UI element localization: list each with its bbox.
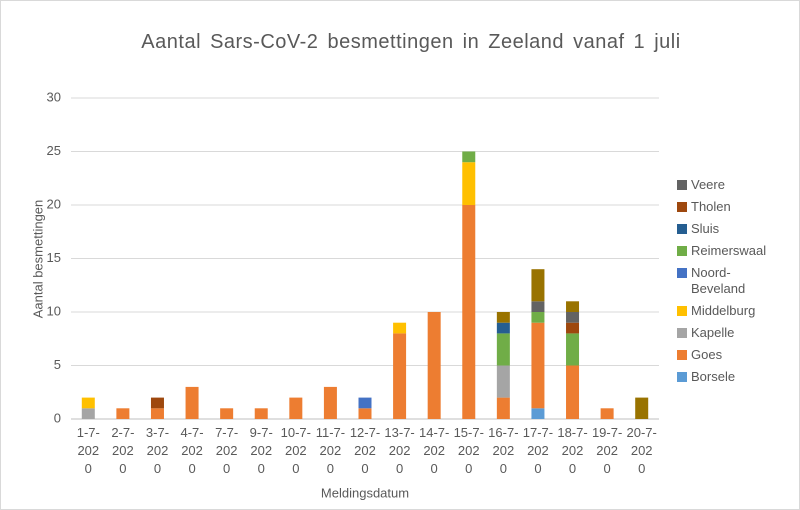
x-tick-label: 15-7-202 0 (454, 425, 484, 476)
bar-segment (566, 322, 580, 334)
bar-segment (323, 386, 337, 419)
bar-segment (566, 301, 580, 312)
x-tick-label: 1-7-202 0 (77, 425, 100, 476)
bar-segment (531, 312, 545, 323)
legend-item: Noord-Beveland (677, 265, 767, 297)
bar-segment (531, 322, 545, 409)
y-tick-label: 5 (54, 357, 61, 372)
x-axis-label: Meldingsdatum (321, 485, 409, 500)
legend-swatch (677, 246, 687, 256)
bar-segment (393, 322, 407, 334)
y-tick-label: 25 (47, 143, 61, 158)
x-tick-label: 12-7-202 0 (350, 425, 380, 476)
bar-segment (531, 269, 545, 302)
y-tick-label: 10 (47, 303, 61, 318)
legend-swatch (677, 372, 687, 382)
bar-segment (116, 408, 130, 419)
bar-segment (185, 386, 199, 419)
legend-item: Veere (677, 177, 767, 193)
bar-segment (150, 408, 164, 419)
bar-segment (566, 312, 580, 323)
x-tick-label: 10-7-202 0 (281, 425, 311, 476)
bar-segment (81, 408, 95, 419)
bar-segment (531, 408, 545, 419)
bar-segment (600, 408, 614, 419)
bar-segment (566, 333, 580, 366)
bar-segment (496, 322, 510, 334)
legend-swatch (677, 268, 687, 278)
legend-item: Sluis (677, 221, 767, 237)
x-tick-label: 3-7-202 0 (146, 425, 169, 476)
bar-segment (566, 365, 580, 419)
legend-swatch (677, 202, 687, 212)
bar-segment (531, 301, 545, 312)
x-tick-label: 17-7-202 0 (523, 425, 553, 476)
legend-label: Goes (691, 347, 723, 362)
bar-segment (254, 408, 268, 419)
x-tick-label: 19-7-202 0 (592, 425, 622, 476)
legend-item: Kapelle (677, 325, 767, 341)
chart-title: Aantal Sars-CoV-2 besmettingen in Zeelan… (141, 31, 681, 53)
bar-segment (496, 365, 510, 398)
bar-segment (289, 397, 303, 419)
legend-swatch (677, 180, 687, 190)
x-tick-label: 20-7-202 0 (627, 425, 657, 476)
legend-swatch (677, 306, 687, 316)
legend-item: Reimerswaal (677, 243, 767, 259)
bar-segment (393, 333, 407, 419)
x-tick-label: 4-7-202 0 (180, 425, 203, 476)
legend-label: Noord-Beveland (691, 265, 746, 296)
bar-segment (462, 162, 476, 205)
bar-segment (81, 397, 95, 409)
x-tick-label: 9-7-202 0 (250, 425, 273, 476)
bar-segment (358, 408, 372, 419)
legend-label: Tholen (691, 199, 731, 214)
legend-label: Sluis (691, 221, 720, 236)
y-tick-label: 20 (47, 196, 61, 211)
bar-segment (220, 408, 234, 419)
legend-label: Borsele (691, 369, 736, 384)
y-tick-label: 15 (47, 250, 61, 265)
legend-label: Reimerswaal (691, 243, 767, 258)
x-tick-label: 14-7-202 0 (419, 425, 449, 476)
bar-segment (496, 397, 510, 419)
bar-segment (496, 333, 510, 366)
bar-segment (150, 397, 164, 409)
y-tick-label: 0 (54, 410, 61, 425)
legend-item: Borsele (677, 369, 767, 385)
x-tick-label: 13-7-202 0 (384, 425, 414, 476)
bar-segment (496, 312, 510, 323)
legend-item: Middelburg (677, 303, 767, 319)
bar-segment (427, 312, 441, 419)
x-tick-label: 18-7-202 0 (557, 425, 587, 476)
legend-item: Tholen (677, 199, 767, 215)
legend-label: Kapelle (691, 325, 735, 340)
y-axis-label: Aantal besmettingen (30, 200, 45, 319)
legend-label: Veere (691, 177, 725, 192)
bar-segment (635, 397, 649, 419)
legend-swatch (677, 350, 687, 360)
bar-segment (462, 205, 476, 419)
y-tick-label: 30 (47, 89, 61, 104)
legend-swatch (677, 224, 687, 234)
legend-label: Middelburg (691, 303, 756, 318)
legend-swatch (677, 328, 687, 338)
bar-segment (358, 397, 372, 409)
x-tick-label: 16-7-202 0 (488, 425, 518, 476)
x-tick-label: 7-7-202 0 (215, 425, 238, 476)
bar-segment (462, 151, 476, 163)
x-tick-label: 11-7-202 0 (316, 425, 345, 476)
x-tick-label: 2-7-202 0 (111, 425, 134, 476)
legend: Veere Tholen Sluis Reimerswaal Noord-Bevelan… (677, 177, 767, 391)
legend-item: Goes (677, 347, 767, 363)
